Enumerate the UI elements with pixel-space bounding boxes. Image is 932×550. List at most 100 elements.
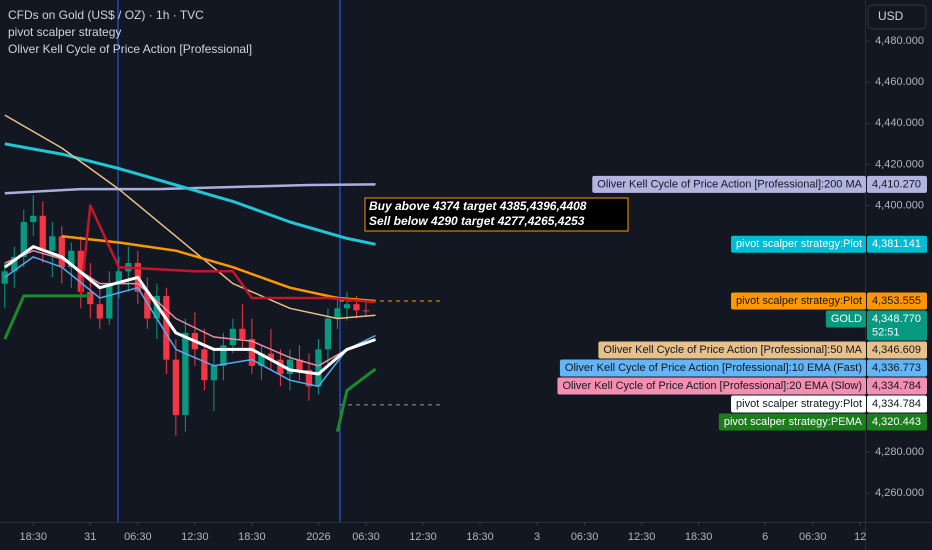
x-tick-label: 3 xyxy=(534,531,540,543)
candle-body xyxy=(305,369,313,387)
price-label: 4,334.784 Oliver Kell Cycle of Price Acti… xyxy=(557,377,927,395)
candle-body xyxy=(201,349,208,381)
candle-body xyxy=(182,332,189,416)
y-tick-label: 4,440.000 xyxy=(875,117,924,129)
price-label-box xyxy=(867,377,927,395)
candle-body xyxy=(220,345,227,366)
indicator-line xyxy=(3,245,376,376)
candle-body xyxy=(144,291,151,319)
candle-body xyxy=(296,359,303,370)
price-label: 4,336.773 Oliver Kell Cycle of Price Acti… xyxy=(559,359,927,377)
price-label-text: pivot scalper strategy:Plot xyxy=(736,238,862,250)
candle-body xyxy=(229,328,237,346)
currency-button[interactable] xyxy=(867,4,927,30)
price-label: 4,334.784 pivot scalper strategy:Plot xyxy=(731,395,927,413)
price-label-text: pivot scalper strategy:Plot xyxy=(736,398,862,410)
x-tick-label: 12:30 xyxy=(181,531,209,543)
x-tick-label: 31 xyxy=(84,531,96,543)
candle-body xyxy=(353,304,360,311)
candle-body xyxy=(210,365,218,381)
price-label-text: Oliver Kell Cycle of Price Action [Profe… xyxy=(597,178,862,190)
x-tick-label: 18:30 xyxy=(20,531,48,543)
price-label-text: Oliver Kell Cycle of Price Action [Profe… xyxy=(565,362,862,374)
price-label-value: 4,336.773 xyxy=(872,362,921,374)
candle-body xyxy=(267,353,275,360)
x-tick-label: 06:30 xyxy=(799,531,827,543)
candle-body xyxy=(239,328,246,340)
candle-body xyxy=(362,310,370,312)
price-label-name-box xyxy=(598,341,866,359)
x-tick-label: 6 xyxy=(762,531,768,543)
price-label-value: 4,348.770 xyxy=(872,313,921,325)
indicator-line xyxy=(3,294,377,432)
price-label-value: 4,334.784 xyxy=(872,380,921,392)
price-label: 4,353.555 pivot scalper strategy:Plot xyxy=(731,292,927,310)
indicator-line xyxy=(4,256,376,388)
currency-label[interactable]: USD xyxy=(878,9,904,23)
price-label: 4,381.141 pivot scalper strategy:Plot xyxy=(731,235,927,253)
price-label-value: 4,381.141 xyxy=(872,238,921,250)
x-tick-label: 2026 xyxy=(306,531,330,543)
price-label-box xyxy=(867,413,927,431)
candle-body xyxy=(324,318,332,350)
x-tick-label: 06:30 xyxy=(571,531,599,543)
price-label-box xyxy=(867,395,927,413)
candle-body xyxy=(11,256,18,272)
chart-title: CFDs on Gold (US$ / OZ) · 1h · TVC xyxy=(8,8,204,22)
indicator-name: Oliver Kell Cycle of Price Action [Profe… xyxy=(8,42,252,56)
candle-body xyxy=(248,339,256,366)
annotation-text: Buy above 4374 target 4385,4396,4408 xyxy=(369,199,587,213)
price-label-text: pivot scalper strategy:PEMA xyxy=(724,416,863,428)
y-tick-label: 4,480.000 xyxy=(875,35,924,47)
indicator-line xyxy=(4,249,376,367)
candle-body xyxy=(343,304,351,309)
price-label-name-box xyxy=(731,235,866,253)
price-label-name-box xyxy=(825,310,866,328)
price-label-name-box xyxy=(557,377,866,395)
candle-body xyxy=(49,236,56,251)
candle-body xyxy=(277,359,284,375)
x-tick-label: 12 xyxy=(854,531,866,543)
price-label-name-box xyxy=(718,413,866,431)
price-label-box xyxy=(867,175,927,193)
countdown: 52:51 xyxy=(872,326,900,338)
candle-body xyxy=(258,353,265,366)
y-tick-label: 4,260.000 xyxy=(875,487,924,499)
y-tick-label: 4,420.000 xyxy=(875,158,924,170)
candle-body xyxy=(58,236,65,268)
indicator-line xyxy=(4,183,376,195)
price-label-text: GOLD xyxy=(831,313,862,325)
candle-body xyxy=(30,215,37,222)
candle-body xyxy=(315,349,322,387)
candle-body xyxy=(172,359,179,416)
price-label-name-box xyxy=(592,175,866,193)
price-label-value: 4,410.270 xyxy=(872,178,921,190)
price-label-box xyxy=(867,359,927,377)
price-label-box xyxy=(867,341,927,359)
candle-body xyxy=(20,221,27,257)
candle-body xyxy=(39,215,46,251)
price-label-box xyxy=(867,310,927,341)
annotation-text: Sell below 4290 target 4277,4265,4253 xyxy=(369,214,585,228)
price-label-name-box xyxy=(731,395,866,413)
annotation-box xyxy=(364,197,629,232)
price-label-value: 4,353.555 xyxy=(872,295,921,307)
price-label-box xyxy=(867,235,927,253)
price-label-text: Oliver Kell Cycle of Price Action [Profe… xyxy=(603,344,862,356)
x-tick-label: 12:30 xyxy=(628,531,656,543)
x-tick-label: 18:30 xyxy=(685,531,713,543)
x-tick-label: 12:30 xyxy=(409,531,437,543)
candle-body xyxy=(1,271,8,284)
x-tick-label: 18:30 xyxy=(466,531,494,543)
price-label-value: 4,334.784 xyxy=(872,398,921,410)
price-label-text: Oliver Kell Cycle of Price Action [Profe… xyxy=(562,380,862,392)
annotation: Buy above 4374 target 4385,4396,4408Sell… xyxy=(364,197,629,232)
candle-body xyxy=(115,271,122,284)
candle-body xyxy=(163,295,170,360)
x-tick-label: 06:30 xyxy=(352,531,380,543)
x-tick-label: 18:30 xyxy=(238,531,266,543)
y-tick-label: 4,460.000 xyxy=(875,76,924,88)
